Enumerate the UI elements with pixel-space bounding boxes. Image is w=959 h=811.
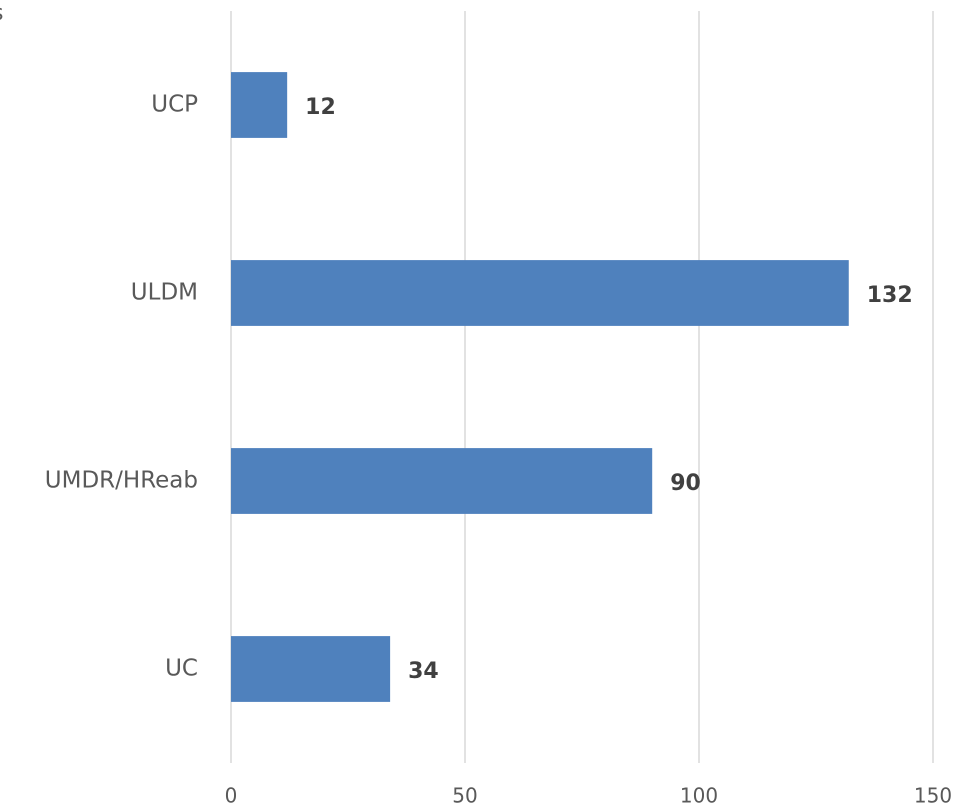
data-label: 34 [408,659,439,684]
y-tick-label: UC [165,656,198,682]
y-tick-label: ULDM [131,280,198,306]
data-label: 12 [305,95,336,120]
x-tick-label: 150 [914,784,952,808]
data-label: 132 [867,283,913,308]
data-label: 90 [670,471,701,496]
bar [231,72,288,138]
y-tick-label: UCP [151,92,198,118]
x-tick-label: 50 [452,784,477,808]
bar [231,448,653,514]
chart-title: s [0,1,3,26]
y-tick-label: UMDR/HReab [45,468,198,494]
x-tick-label: 0 [225,784,238,808]
bar [231,636,391,702]
bar [231,260,849,326]
x-tick-label: 100 [680,784,718,808]
